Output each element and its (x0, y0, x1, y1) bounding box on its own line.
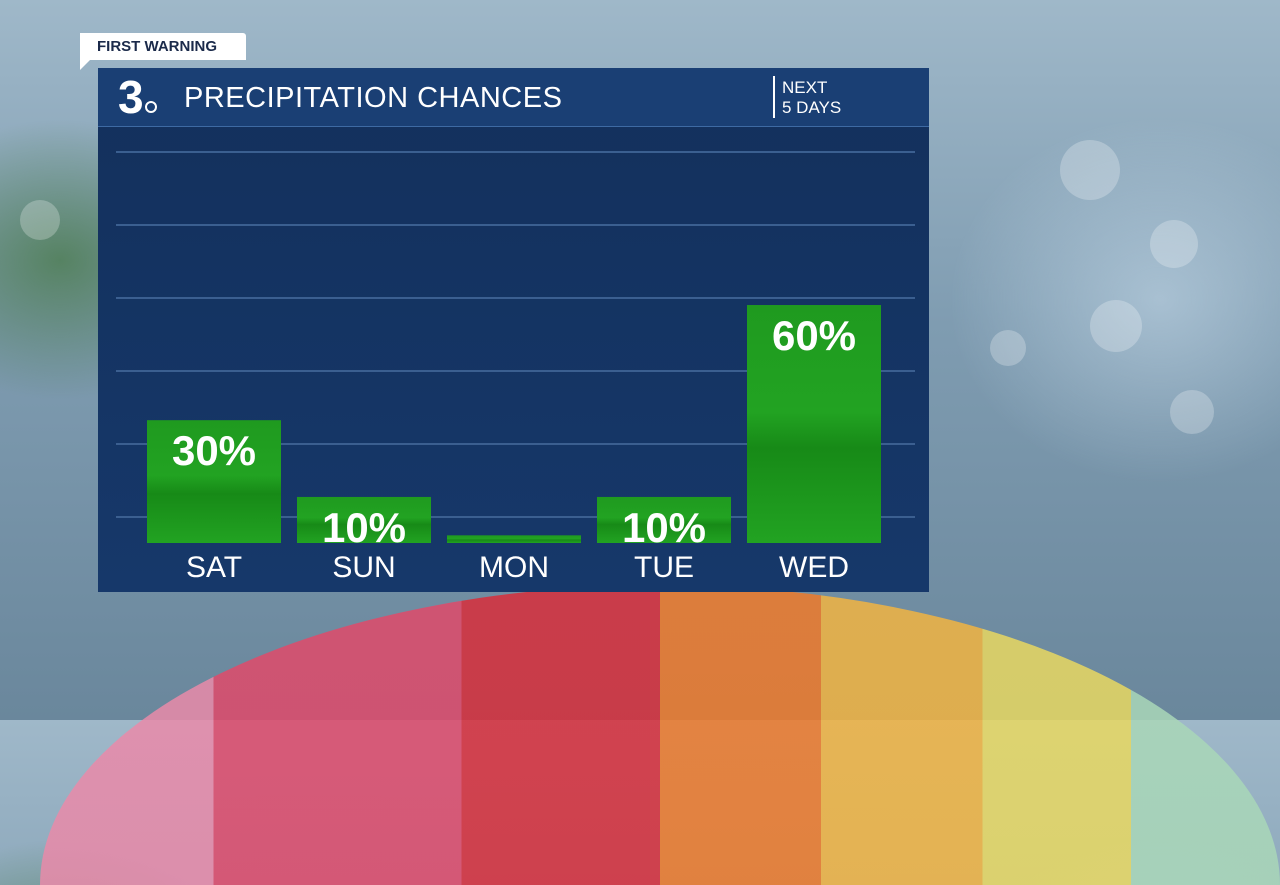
bokeh-light (1150, 220, 1198, 268)
cbs-eye-icon (145, 101, 157, 113)
bar-mon (447, 535, 581, 543)
chart-title: PRECIPITATION CHANCES (184, 82, 563, 114)
chart-panel: 3 PRECIPITATION CHANCES NEXT 5 DAYS 30% S… (98, 68, 929, 592)
value-label-sun: 10% (322, 504, 406, 551)
bar-wed (747, 305, 881, 543)
bar-tue (597, 496, 731, 543)
category-label-tue: TUE (634, 551, 694, 584)
badge-tail (80, 60, 90, 70)
logo-number: 3 (118, 71, 144, 123)
chart-header: 3 PRECIPITATION CHANCES NEXT 5 DAYS (98, 68, 929, 127)
category-label-wed: WED (779, 551, 849, 584)
category-label-sat: SAT (186, 551, 242, 584)
station-logo: 3 (118, 72, 158, 122)
value-label-sat: 30% (172, 427, 256, 474)
value-label-tue: 10% (622, 504, 706, 551)
umbrella-background (40, 585, 1280, 885)
forecast-range: NEXT 5 DAYS (782, 78, 841, 118)
forecast-range-line1: NEXT (782, 78, 828, 97)
header-divider (773, 76, 775, 118)
bars (147, 305, 881, 543)
bar-sat (147, 420, 281, 543)
bar-sun (297, 496, 431, 543)
value-label-wed: 60% (772, 312, 856, 359)
forecast-range-line2: 5 DAYS (782, 98, 842, 117)
bokeh-light (20, 200, 60, 240)
bokeh-light (1170, 390, 1214, 434)
bokeh-light (1060, 140, 1120, 200)
bokeh-light (1090, 300, 1142, 352)
first-warning-badge: FIRST WARNING (80, 33, 246, 60)
category-label-mon: MON (479, 551, 549, 584)
bokeh-light (990, 330, 1026, 366)
badge-label: FIRST WARNING (97, 38, 217, 55)
category-label-sun: SUN (332, 551, 395, 584)
